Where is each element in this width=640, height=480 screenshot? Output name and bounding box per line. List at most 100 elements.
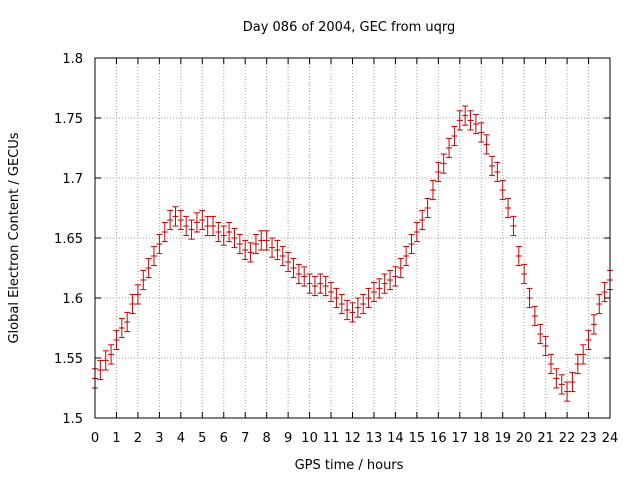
data-point <box>108 344 115 365</box>
x-tick-label: 21 <box>537 431 554 446</box>
x-tick-label: 13 <box>366 431 383 446</box>
data-point <box>167 209 174 231</box>
data-point <box>322 275 329 297</box>
data-point <box>526 287 533 309</box>
data-point <box>387 269 394 291</box>
data-point <box>172 206 179 227</box>
data-point <box>413 221 420 243</box>
data-point <box>376 278 383 299</box>
data-point <box>505 197 512 219</box>
data-point <box>145 257 152 279</box>
data-point <box>193 212 200 233</box>
y-tick-label: 1.8 <box>62 52 83 67</box>
data-point <box>290 257 297 279</box>
y-tick-label: 1.5 <box>62 412 83 427</box>
data-point <box>140 269 147 291</box>
data-point <box>590 314 597 335</box>
x-tick-label: 0 <box>91 431 99 446</box>
data-point <box>564 381 571 402</box>
data-point <box>258 230 265 251</box>
data-point <box>574 353 581 375</box>
data-point <box>231 227 238 249</box>
x-tick-label: 5 <box>198 431 206 446</box>
chart-title: Day 086 of 2004, GEC from uqrg <box>243 20 456 35</box>
data-point <box>129 293 136 315</box>
x-tick-label: 8 <box>263 431 271 446</box>
data-point <box>354 297 361 318</box>
data-point <box>547 353 554 375</box>
data-point <box>558 374 565 395</box>
data-point <box>118 317 125 339</box>
data-point <box>478 122 485 143</box>
data-point <box>252 233 259 255</box>
data-point <box>494 161 501 183</box>
x-tick-label: 18 <box>473 431 490 446</box>
data-point <box>215 221 222 243</box>
data-point <box>472 113 479 135</box>
x-tick-label: 2 <box>134 431 142 446</box>
data-point <box>338 293 345 315</box>
x-tick-label: 9 <box>284 431 292 446</box>
data-point <box>188 219 195 240</box>
data-point <box>537 323 544 345</box>
x-tick-label: 14 <box>387 431 404 446</box>
data-point <box>301 266 308 287</box>
data-point <box>124 311 131 333</box>
data-point <box>161 221 168 243</box>
data-point <box>596 293 603 315</box>
x-tick-label: 10 <box>301 431 318 446</box>
data-point <box>274 239 281 261</box>
data-point <box>408 233 415 255</box>
y-tick-label: 1.65 <box>54 232 83 247</box>
y-axis-label: Global Electron Content / GECUs <box>7 132 22 343</box>
data-point <box>515 245 522 267</box>
x-tick-label: 11 <box>323 431 340 446</box>
data-point <box>311 275 318 297</box>
data-point <box>424 197 431 219</box>
data-point <box>553 368 560 389</box>
data-point <box>113 329 120 351</box>
data-point <box>499 179 506 201</box>
data-point <box>242 239 249 261</box>
y-tick-label: 1.75 <box>54 112 83 127</box>
x-tick-label: 4 <box>177 431 185 446</box>
x-tick-label: 20 <box>516 431 533 446</box>
data-point <box>392 266 399 287</box>
grid <box>95 58 610 418</box>
data-point <box>446 137 453 159</box>
data-point <box>156 233 163 255</box>
data-point <box>226 221 233 243</box>
x-tick-label: 16 <box>430 431 447 446</box>
data-point <box>462 105 469 126</box>
x-tick-label: 24 <box>602 431 619 446</box>
data-series <box>92 105 613 402</box>
data-point <box>580 344 587 365</box>
data-point <box>440 153 447 174</box>
data-point <box>306 273 313 294</box>
data-point <box>488 155 495 177</box>
data-point <box>97 359 104 381</box>
data-point <box>295 263 302 285</box>
axis-ticks <box>94 57 611 419</box>
data-point <box>585 329 592 351</box>
x-tick-label: 1 <box>112 431 120 446</box>
x-axis-label: GPS time / hours <box>295 458 404 473</box>
data-point <box>467 110 474 131</box>
data-point <box>510 215 517 237</box>
data-point <box>403 245 410 267</box>
data-point <box>419 209 426 231</box>
data-point <box>456 110 463 131</box>
data-point <box>397 257 404 279</box>
data-point <box>483 134 490 155</box>
x-tick-label: 3 <box>155 431 163 446</box>
data-point <box>344 299 351 321</box>
data-point <box>236 233 243 255</box>
x-tick-label: 23 <box>580 431 597 446</box>
data-point <box>542 335 549 357</box>
data-point <box>429 179 436 201</box>
data-point <box>177 209 184 231</box>
tick-labels: 0 1 2 3 4 5 6 7 8 9 10 11 12 13 14 15 16 17 18 19 20 21 22 23 24… <box>54 52 618 446</box>
data-point <box>521 263 528 285</box>
y-tick-label: 1.7 <box>62 172 83 187</box>
